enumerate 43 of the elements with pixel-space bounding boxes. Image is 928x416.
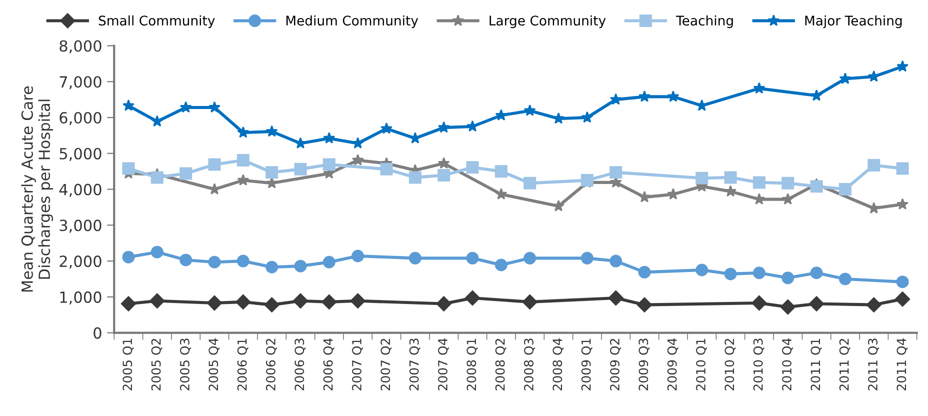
x-tick-label: 2009 Q4 [667, 338, 678, 390]
x-tick-label: 2006 Q2 [266, 338, 277, 390]
x-tick-label: 2006 Q1 [237, 338, 248, 390]
x-tick-label: 2006 Q4 [323, 338, 334, 390]
x-tick-label: 2007 Q2 [380, 338, 392, 390]
legend-label: Small Community [98, 15, 215, 28]
y-tick-label: 4,000 [59, 184, 102, 197]
y-tick-label: 1,000 [60, 291, 102, 304]
x-tick-label: 2009 Q1 [581, 338, 592, 390]
x-tick-label: 2010 Q3 [753, 338, 764, 390]
y-tick-label: 8,000 [60, 40, 102, 54]
legend-label: Teaching [676, 15, 733, 28]
y-tick-label: 2,000 [60, 256, 102, 269]
x-tick-label: 2010 Q1 [696, 338, 707, 390]
x-tick-label: 2010 Q2 [724, 338, 736, 390]
x-tick-label: 2011 Q4 [896, 338, 908, 390]
x-tick-label: 2005 Q4 [208, 338, 220, 390]
x-tick-label: 2011 Q1 [810, 338, 822, 390]
y-tick-label: 3,000 [60, 220, 102, 233]
y-tick-label: 7,000 [60, 76, 102, 90]
x-tick-label: 2011 Q3 [868, 338, 879, 390]
x-tick-label: 2007 Q3 [409, 338, 420, 390]
y-tick-label: 5,000 [60, 148, 102, 161]
x-tick-label: 2005 Q2 [151, 338, 162, 390]
x-tick-label: 2009 Q2 [610, 338, 621, 390]
x-tick-label: 2006 Q3 [294, 338, 306, 390]
legend-label: Major Teaching [805, 15, 902, 28]
x-tick-label: 2009 Q3 [638, 338, 650, 390]
y-axis-title: Mean Quarterly Acute Care Discharges per Hospital [21, 86, 54, 292]
x-tick-label: 2007 Q1 [352, 338, 363, 390]
x-tick-label: 2011 Q2 [839, 338, 850, 390]
x-tick-label: 2005 Q1 [122, 338, 134, 390]
x-tick-label: 2008 Q4 [552, 338, 564, 390]
y-tick-label: 0 [94, 327, 102, 339]
x-tick-label: 2008 Q1 [466, 338, 478, 390]
x-tick-label: 2010 Q4 [782, 338, 793, 390]
x-tick-label: 2008 Q3 [524, 338, 535, 390]
legend-label: Medium Community [286, 15, 418, 28]
x-tick-label: 2007 Q4 [438, 338, 449, 390]
y-tick-label: 6,000 [60, 112, 102, 126]
x-tick-label: 2005 Q3 [180, 338, 191, 390]
legend-label: Large Community [490, 15, 606, 28]
x-tick-label: 2008 Q2 [495, 338, 506, 390]
